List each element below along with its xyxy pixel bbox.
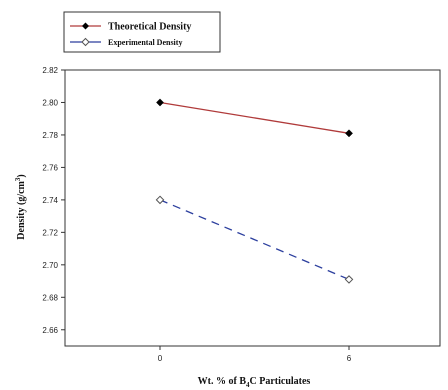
y-tick-label: 2.70 [42,261,58,270]
y-tick-label: 2.66 [42,326,58,335]
y-tick-label: 2.72 [42,228,58,237]
x-axis-title-prefix: Wt. % of B [198,376,247,387]
x-axis-title-suffix: C Particulates [250,376,311,387]
series-line-experimental [159,199,350,281]
y-tick-label: 2.74 [42,196,58,205]
y-tick-label: 2.78 [42,131,58,140]
legend-box [63,11,221,53]
y-axis-title: Density (g/cm3) [14,174,27,239]
y-tick-label: 2.80 [42,98,58,107]
data-point-experimental [155,195,165,205]
y-tick-label: 2.82 [42,66,58,75]
legend-label-experimental: Experimental Density [108,38,182,47]
y-tick-label: 2.68 [42,293,58,302]
plot-area-frame [64,69,441,347]
data-point-theoretical [156,98,164,107]
legend-marker-experimental-diamond-icon [81,37,90,47]
y-axis-title-main: Density (g/cm [16,180,27,239]
x-tick-label: 6 [347,354,352,363]
data-point-theoretical [345,129,353,138]
legend: Theoretical Density Experimental Density [63,11,221,53]
x-axis-title-subscript: 4 [246,381,250,389]
x-axis-title: Wt. % of B4C Particulates [198,376,311,389]
x-tick-label: 0 [158,354,163,363]
y-axis-title-close: ) [16,174,27,177]
y-tick-label: 2.76 [42,163,58,172]
series-layer [155,98,354,284]
legend-label-theoretical: Theoretical Density [108,22,191,33]
y-axis: 2.66 2.68 2.70 2.72 2.74 2.76 2.78 2.80 2.82 [42,66,65,335]
y-axis-title-superscript: 3 [14,177,22,181]
data-point-experimental [344,275,354,284]
series-line-theoretical [159,101,350,134]
legend-marker-theoretical-diamond-icon [82,22,89,30]
